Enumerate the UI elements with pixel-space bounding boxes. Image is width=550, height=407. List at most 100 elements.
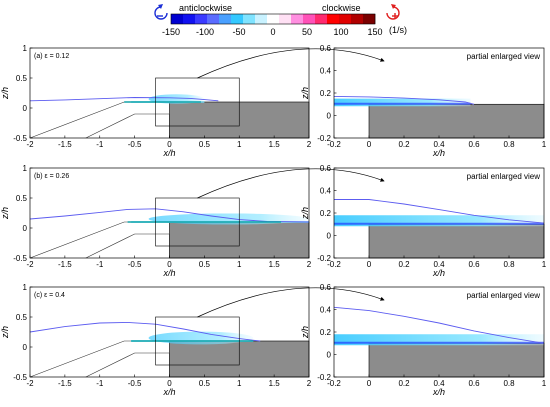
- y-tick-label: 0.5: [16, 194, 28, 203]
- colorbar-tick-label: 0: [270, 27, 275, 37]
- colorbar-swatch: [195, 14, 208, 24]
- x-tick-label: 2: [307, 379, 312, 388]
- y-tick-label: 0.6: [320, 283, 332, 292]
- y-axis-label: z/h: [0, 326, 10, 339]
- colorbar-tick-label: 50: [302, 27, 312, 37]
- x-tick-label: 1: [542, 379, 547, 388]
- zoom-connector-arrow: [197, 168, 385, 199]
- x-tick-label: 0.6: [468, 379, 480, 388]
- x-tick-label: 1.5: [269, 260, 281, 269]
- colorbar-right-label: clockwise: [322, 3, 361, 13]
- colorbar-tick-labels: -150 -100 -50 0 50 100 150: [162, 27, 383, 37]
- x-tick-label: 0: [167, 379, 172, 388]
- x-axis-label: x/h: [162, 268, 175, 278]
- x-axis-label: x/h: [432, 268, 445, 278]
- colorbar-swatches: [171, 14, 376, 24]
- y-tick-label: 0: [327, 112, 332, 121]
- y-tick-label: -0.5: [13, 134, 27, 143]
- x-axis-label: x/h: [432, 148, 445, 158]
- colorbar-swatch: [207, 14, 220, 24]
- colorbar-swatch: [315, 14, 328, 24]
- x-tick-label: -0.5: [128, 260, 142, 269]
- y-axis-label: z/h: [0, 207, 10, 220]
- x-tick-label: 0.8: [503, 140, 515, 149]
- enlarged-view-title: partial enlarged view: [467, 291, 541, 300]
- colorbar-swatch: [231, 14, 244, 24]
- y-tick-label: 1: [23, 164, 28, 173]
- full-domain-panel: -2 -1.5 -1 -0.5 0 0.5 1 1.5 2 -0.5 0 0.5 1 x/h z/h (a) …: [0, 44, 312, 158]
- vorticity-band: [334, 215, 544, 227]
- panel-label: (a) ε = 0.12: [34, 53, 69, 60]
- x-tick-label: -1.5: [58, 140, 72, 149]
- x-tick-label: -0.5: [128, 379, 142, 388]
- y-tick-label: 0.4: [320, 187, 332, 196]
- zoom-connector-arrow: [197, 48, 385, 79]
- x-tick-label: 0: [167, 140, 172, 149]
- x-tick-label: 0.8: [503, 260, 515, 269]
- y-axis-label: z/h: [300, 87, 310, 100]
- x-tick-label: -2: [26, 140, 34, 149]
- full-domain-panel: -2 -1.5 -1 -0.5 0 0.5 1 1.5 2 -0.5 0 0.5 1 x/h z/h (b) …: [0, 164, 312, 278]
- y-tick-label: 0.2: [320, 209, 332, 218]
- y-tick-label: -0.2: [317, 134, 331, 143]
- colorbar-tick-label: 100: [333, 27, 348, 37]
- x-tick-label: 0.4: [433, 260, 445, 269]
- colorbar-swatch: [327, 14, 340, 24]
- clockwise-icon: [386, 4, 400, 20]
- boundary-curve: [29, 97, 219, 102]
- colorbar-tick-label: 150: [367, 27, 382, 37]
- step-block: [368, 223, 545, 259]
- boundary-curve: [333, 306, 545, 344]
- x-tick-label: -1.5: [58, 379, 72, 388]
- zoom-connector-arrow: [197, 287, 385, 318]
- panels: -2 -1.5 -1 -0.5 0 0.5 1 1.5 2 -0.5 0 0.5 1 x/h z/h (a) …: [0, 44, 547, 397]
- step-block: [368, 103, 545, 139]
- x-tick-label: 0.6: [468, 140, 480, 149]
- y-axis-label: z/h: [300, 207, 310, 220]
- x-tick-label: 2: [307, 260, 312, 269]
- y-tick-label: -0.2: [317, 254, 331, 263]
- colorbar-swatch: [243, 14, 256, 24]
- colorbar-swatch: [339, 14, 352, 24]
- panel-label: (c) ε = 0.4: [34, 292, 65, 299]
- x-tick-label: 0: [367, 379, 372, 388]
- x-tick-label: 0.5: [199, 379, 211, 388]
- vorticity-blob: [148, 213, 309, 225]
- colorbar-swatch: [171, 14, 184, 24]
- colorbar-swatch: [267, 14, 280, 24]
- y-tick-label: 0.4: [320, 67, 332, 76]
- enlarged-view-title: partial enlarged view: [467, 52, 541, 61]
- enlarged-view-panel: -0.2 0 0.2 0.4 0.6 0.8 1 -0.2 0 0.2 0.4 0.6 x/h z/h pa…: [300, 164, 547, 278]
- vorticity-shear-layer: [334, 102, 471, 105]
- x-tick-label: 1: [542, 140, 547, 149]
- boundary-curve: [29, 208, 310, 223]
- x-tick-label: -1: [96, 140, 104, 149]
- x-tick-label: 0.2: [398, 260, 410, 269]
- colorbar-swatch: [279, 14, 292, 24]
- boundary-curve: [333, 95, 475, 105]
- colorbar-swatch: [291, 14, 304, 24]
- x-tick-label: 1: [237, 379, 242, 388]
- x-tick-label: 0.8: [503, 379, 515, 388]
- y-tick-label: 0.2: [320, 89, 332, 98]
- x-tick-label: 1.5: [269, 140, 281, 149]
- x-axis-label: x/h: [432, 387, 445, 397]
- x-tick-label: -0.2: [327, 379, 341, 388]
- y-tick-label: 0: [327, 351, 332, 360]
- step-block: [368, 342, 545, 378]
- boundary-curve: [334, 199, 545, 224]
- vorticity-band: [334, 98, 471, 107]
- colorbar-swatch: [255, 14, 268, 24]
- colorbar-frame: [170, 13, 376, 25]
- colorbar-swatch: [363, 14, 376, 24]
- y-tick-label: 0.6: [320, 164, 332, 173]
- y-tick-label: 0.4: [320, 306, 332, 315]
- enlarged-view-panel: -0.2 0 0.2 0.4 0.6 0.8 1 -0.2 0 0.2 0.4 0.6 x/h z/h pa…: [300, 283, 547, 397]
- y-tick-label: 0.2: [320, 328, 332, 337]
- x-tick-label: 0.2: [398, 379, 410, 388]
- x-tick-label: 1: [237, 140, 242, 149]
- vorticity-shear-layer: [334, 341, 544, 344]
- anticlockwise-icon: [154, 4, 168, 20]
- x-tick-label: 1: [237, 260, 242, 269]
